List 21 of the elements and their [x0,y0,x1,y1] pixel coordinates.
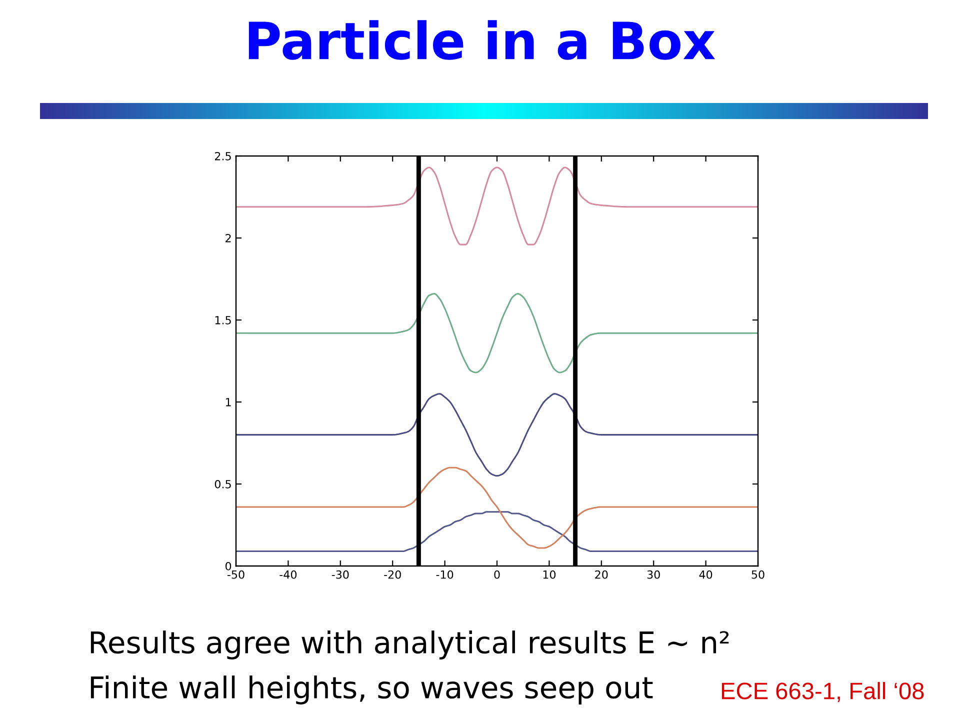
x-tick-label: -10 [436,570,454,579]
y-tick-label: 1 [226,398,231,406]
x-tick-label: 40 [699,570,712,579]
x-tick-label: 30 [647,570,660,579]
y-tick-label: 0.5 [214,480,231,488]
x-tick-label: 50 [752,570,764,579]
x-tick-label: -20 [384,570,401,579]
y-tick-label: 2.5 [214,152,231,160]
x-tick-label: 20 [595,570,608,579]
chart-title: Particle in a Box [248,20,716,60]
x-tick-label: -40 [280,570,297,579]
text: Results agree with analytical results E ~ n² [90,630,729,660]
y-tick-label: 1.5 [215,316,231,324]
y-tick-label: 0 [225,562,232,570]
x-tick-label: 10 [543,570,556,579]
x-tick-label: -50 [227,570,244,579]
x-tick-label: 0 [494,570,500,579]
text: Finite wall heights, so waves seep out [90,676,653,704]
text: ECE 663-1, Fall ‘08 [722,682,924,702]
x-tick-label: -30 [332,570,349,579]
y-tick-label: 2 [226,234,231,242]
